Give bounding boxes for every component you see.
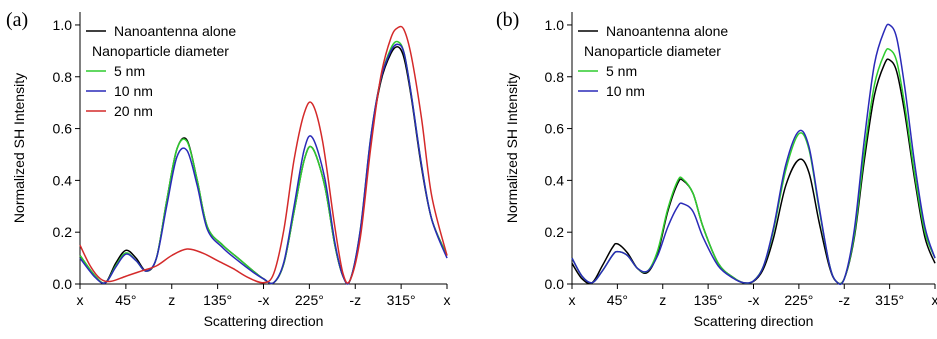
legend: Nanoantenna alone Nanoparticle diameter 5 … [578, 23, 728, 99]
x-tick-label: -z [349, 292, 361, 308]
panel-label: (b) [496, 9, 519, 31]
y-tick-label: 0.6 [53, 121, 73, 137]
x-tick-label: 225° [784, 292, 813, 308]
y-tick-label: 0.0 [545, 276, 565, 292]
y-axis-title: Normalized SH Intensity [11, 73, 27, 223]
x-tick-label: 135° [694, 292, 723, 308]
y-tick-label: 0.4 [53, 172, 73, 188]
x-tick-label: 315° [875, 292, 904, 308]
y-tick-label: 0.2 [545, 224, 565, 240]
series-line-10-nm [79, 43, 448, 285]
x-tick-label: x [77, 292, 84, 308]
y-axis-title: Normalized SH Intensity [504, 73, 520, 223]
chart-panel-a: (a) 0.0 0.2 0.4 0.6 0.8 1.0 x 45° z 135° -x 225° -z 31… [6, 9, 451, 329]
legend-label: 10 nm [114, 83, 153, 99]
y-tick-label: 1.0 [53, 17, 73, 33]
x-tick-label: -x [748, 292, 760, 308]
x-axis-title: Scattering direction [694, 313, 814, 329]
x-tick-label: z [168, 292, 175, 308]
x-tick-label: 135° [203, 292, 232, 308]
legend-label: 10 nm [606, 83, 645, 99]
series-line-20-nm [79, 25, 448, 284]
x-tick-label: z [659, 292, 666, 308]
legend-heading: Nanoparticle diameter [92, 43, 229, 59]
legend-label: 20 nm [114, 103, 153, 119]
y-tick-label: 0.2 [53, 224, 73, 240]
panel-label: (a) [6, 9, 28, 31]
legend-label: 5 nm [606, 63, 637, 79]
x-axis-title: Scattering direction [204, 313, 324, 329]
legend-label: 5 nm [114, 63, 145, 79]
x-tick-label: x [444, 292, 451, 308]
y-tick-label: 0.8 [53, 69, 73, 85]
x-tick-label: -z [838, 292, 850, 308]
y-tick-label: 0.0 [53, 276, 73, 292]
y-tick-label: 0.8 [545, 69, 565, 85]
chart-panel-b: (b) 0.0 0.2 0.4 0.6 0.8 1.0 x 45° z 135° -x 225° -z 31… [496, 9, 937, 329]
legend-heading: Nanoparticle diameter [584, 43, 721, 59]
y-tick-label: 0.4 [545, 172, 565, 188]
x-tick-label: 45° [607, 292, 628, 308]
series-line-nanoantenna-alone [571, 58, 936, 285]
x-tick-label: 45° [115, 292, 136, 308]
series-line-10-nm [571, 23, 936, 286]
x-tick-label: x [932, 292, 937, 308]
y-tick-label: 0.6 [545, 121, 565, 137]
y-tick-label: 1.0 [545, 17, 565, 33]
x-tick-label: x [569, 292, 576, 308]
legend-label: Nanoantenna alone [114, 23, 236, 39]
legend: Nanoantenna alone Nanoparticle diameter 5 … [86, 23, 236, 119]
x-tick-label: -x [258, 292, 270, 308]
legend-label: Nanoantenna alone [606, 23, 728, 39]
x-tick-label: 315° [387, 292, 416, 308]
x-tick-label: 225° [295, 292, 324, 308]
